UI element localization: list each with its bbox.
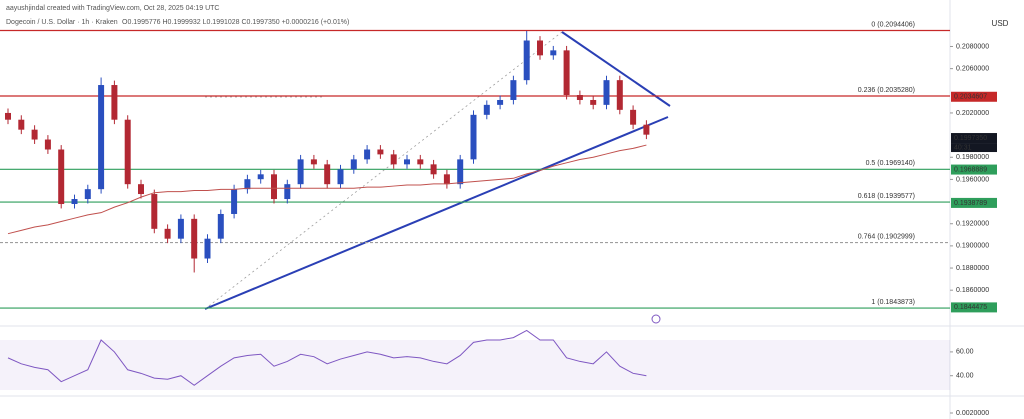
- candle-body: [111, 85, 118, 120]
- countdown: 40:31: [954, 144, 972, 151]
- candle-body: [98, 85, 105, 190]
- candle-body: [404, 159, 410, 165]
- axis-label: USD: [992, 19, 1009, 28]
- trend-line: [204, 116, 669, 310]
- candle-body: [457, 159, 464, 185]
- countdown-badge: [951, 143, 997, 153]
- fib-label: 0 (0.2094406): [871, 21, 915, 28]
- candle-body: [138, 184, 144, 195]
- fib-label: 0.236 (0.2035280): [858, 87, 915, 94]
- candle-body: [18, 119, 25, 130]
- candle-body: [164, 228, 171, 239]
- y-tick-label: 0.1980000: [956, 154, 989, 161]
- candle-body: [284, 184, 291, 200]
- candle-body: [483, 104, 490, 115]
- candle-body: [430, 164, 437, 175]
- candle-body: [310, 159, 317, 165]
- candle-body: [523, 40, 530, 81]
- candle-body: [537, 40, 543, 56]
- candle-body: [364, 149, 371, 160]
- candle-body: [297, 159, 304, 185]
- trend-line: [561, 31, 671, 107]
- price-badge: [951, 197, 997, 208]
- rsi-band: [0, 340, 950, 390]
- price-badge-label: 0.1844475: [954, 304, 987, 311]
- candle-body: [44, 139, 51, 150]
- candle-body: [31, 129, 38, 140]
- fib-anchor: [204, 31, 563, 310]
- candle-body: [377, 149, 384, 155]
- author-line: aayushjindal created with TradingView.co…: [6, 5, 220, 12]
- moving-average: [7, 144, 647, 235]
- candle-body: [576, 95, 583, 100]
- candle-body: [630, 109, 637, 125]
- y-tick-label: 0.1880000: [956, 265, 989, 272]
- candle-body: [324, 164, 331, 185]
- candle-body: [177, 218, 184, 239]
- candle-body: [257, 174, 264, 180]
- candle-body: [443, 174, 450, 185]
- y-tick-label: 0.1900000: [956, 243, 989, 250]
- candle-body: [58, 149, 65, 205]
- candle-body: [497, 99, 504, 105]
- candle-body: [390, 154, 397, 165]
- candle-body: [337, 169, 344, 185]
- y-tick-label: 40.00: [956, 373, 974, 380]
- candle-body: [204, 238, 211, 259]
- y-tick-label: 0.1960000: [956, 176, 989, 183]
- ohlc-line: O0.1995776 H0.1999932 L0.1991028 C0.1997…: [122, 19, 349, 26]
- fib-label: 1 (0.1843873): [871, 299, 915, 306]
- y-tick-label: 0.0020000: [956, 410, 989, 417]
- candle-body: [217, 213, 224, 239]
- candle-body: [350, 159, 357, 170]
- candle-body: [271, 174, 277, 200]
- candle-body: [603, 80, 610, 105]
- candle-body: [550, 50, 557, 56]
- price-badge-label: 0.1968889: [954, 166, 987, 173]
- price-badge: [951, 164, 997, 175]
- y-tick-label: 0.1920000: [956, 221, 989, 228]
- candle-body: [5, 112, 11, 120]
- candle-body: [643, 124, 650, 135]
- fib-label: 0.618 (0.1939577): [858, 193, 915, 200]
- y-tick-label: 0.2020000: [956, 110, 989, 117]
- candle-body: [84, 189, 91, 200]
- marker-icon: [651, 314, 661, 324]
- candle-body: [590, 99, 597, 105]
- rsi-line: [7, 329, 647, 386]
- candle-body: [510, 80, 517, 100]
- price-badge: [951, 91, 997, 102]
- price-badge: [951, 302, 997, 313]
- price-badge: [951, 133, 997, 144]
- candle-body: [191, 218, 198, 259]
- candle-body: [616, 80, 623, 110]
- fib-label: 0.764 (0.1902999): [858, 233, 915, 240]
- price-badge-label: 0.1997350: [954, 135, 987, 142]
- candle-body: [71, 199, 78, 205]
- price-badge-label: 0.1938789: [954, 200, 987, 207]
- candle-body: [124, 119, 131, 185]
- candle-body: [417, 159, 424, 165]
- y-tick-label: 0.2060000: [956, 65, 989, 72]
- candle-body: [563, 50, 570, 96]
- candle-body: [231, 189, 238, 214]
- fib-label: 0.5 (0.1969140): [866, 160, 915, 167]
- candle-body: [470, 114, 477, 160]
- y-tick-label: 60.00: [956, 349, 974, 356]
- symbol-line: Dogecoin / U.S. Dollar · 1h · Kraken: [6, 19, 118, 26]
- y-tick-label: 0.2080000: [956, 43, 989, 50]
- candle-body: [244, 179, 251, 190]
- candle-body: [151, 194, 158, 229]
- y-tick-label: 0.1860000: [956, 287, 989, 294]
- price-badge-label: 0.2034607: [954, 94, 987, 101]
